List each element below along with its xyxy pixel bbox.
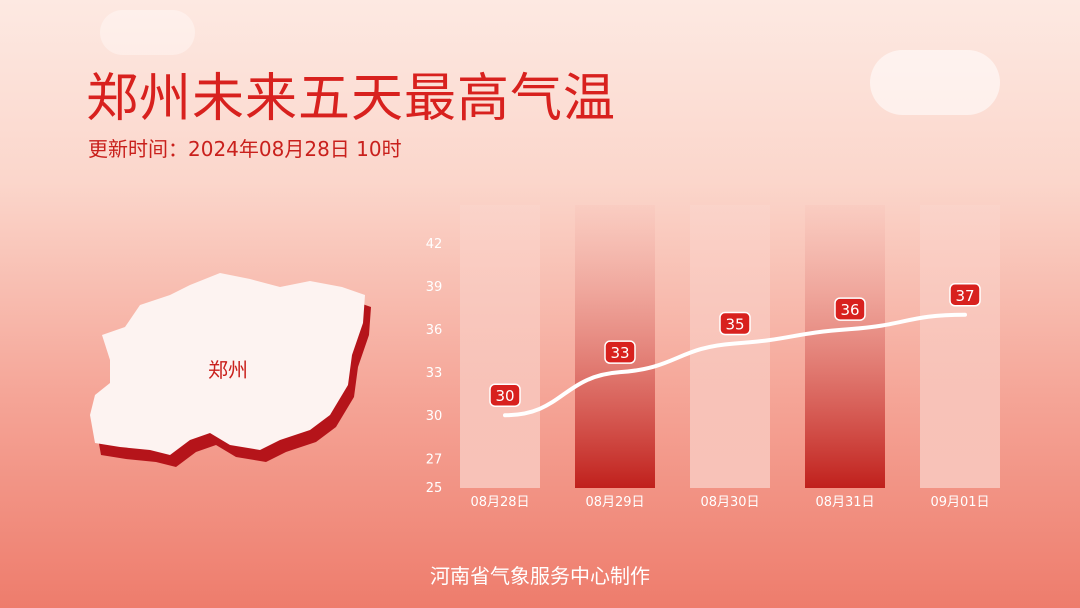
data-label: 30	[495, 387, 514, 405]
y-tick-label: 30	[426, 409, 443, 424]
x-tick-label: 08月28日	[470, 495, 529, 510]
column-bar	[920, 205, 1000, 488]
data-label: 35	[725, 315, 744, 333]
cloud-decoration	[100, 10, 195, 55]
column-bar	[805, 205, 885, 488]
data-label: 33	[610, 344, 629, 362]
data-label: 36	[840, 301, 859, 319]
column-bar	[460, 205, 540, 488]
page-title: 郑州未来五天最高气温	[86, 69, 617, 129]
temperature-line	[503, 312, 967, 418]
map-label: 郑州	[208, 358, 248, 382]
cloud-decoration	[870, 50, 1000, 115]
footer-credit: 河南省气象服务中心制作	[430, 564, 650, 588]
y-tick-label: 33	[426, 366, 443, 381]
y-tick-label: 27	[426, 452, 443, 467]
zhengzhou-map	[90, 273, 371, 467]
data-label-badge	[489, 383, 521, 407]
y-tick-label: 25	[426, 481, 443, 496]
column-bar	[690, 205, 770, 488]
y-tick-label: 42	[426, 237, 443, 252]
update-time: 更新时间：2024年08月28日 10时	[88, 137, 402, 161]
y-tick-label: 39	[426, 280, 443, 295]
data-label-badge	[834, 297, 866, 321]
data-label: 37	[955, 287, 974, 305]
data-label-badge	[604, 340, 636, 364]
y-tick-label: 36	[426, 323, 443, 338]
x-tick-label: 08月29日	[585, 495, 644, 510]
x-tick-label: 08月30日	[700, 495, 759, 510]
x-tick-label: 08月31日	[815, 495, 874, 510]
data-label-badge	[949, 283, 981, 307]
data-label-badge	[719, 311, 751, 336]
x-tick-label: 09月01日	[930, 495, 989, 510]
